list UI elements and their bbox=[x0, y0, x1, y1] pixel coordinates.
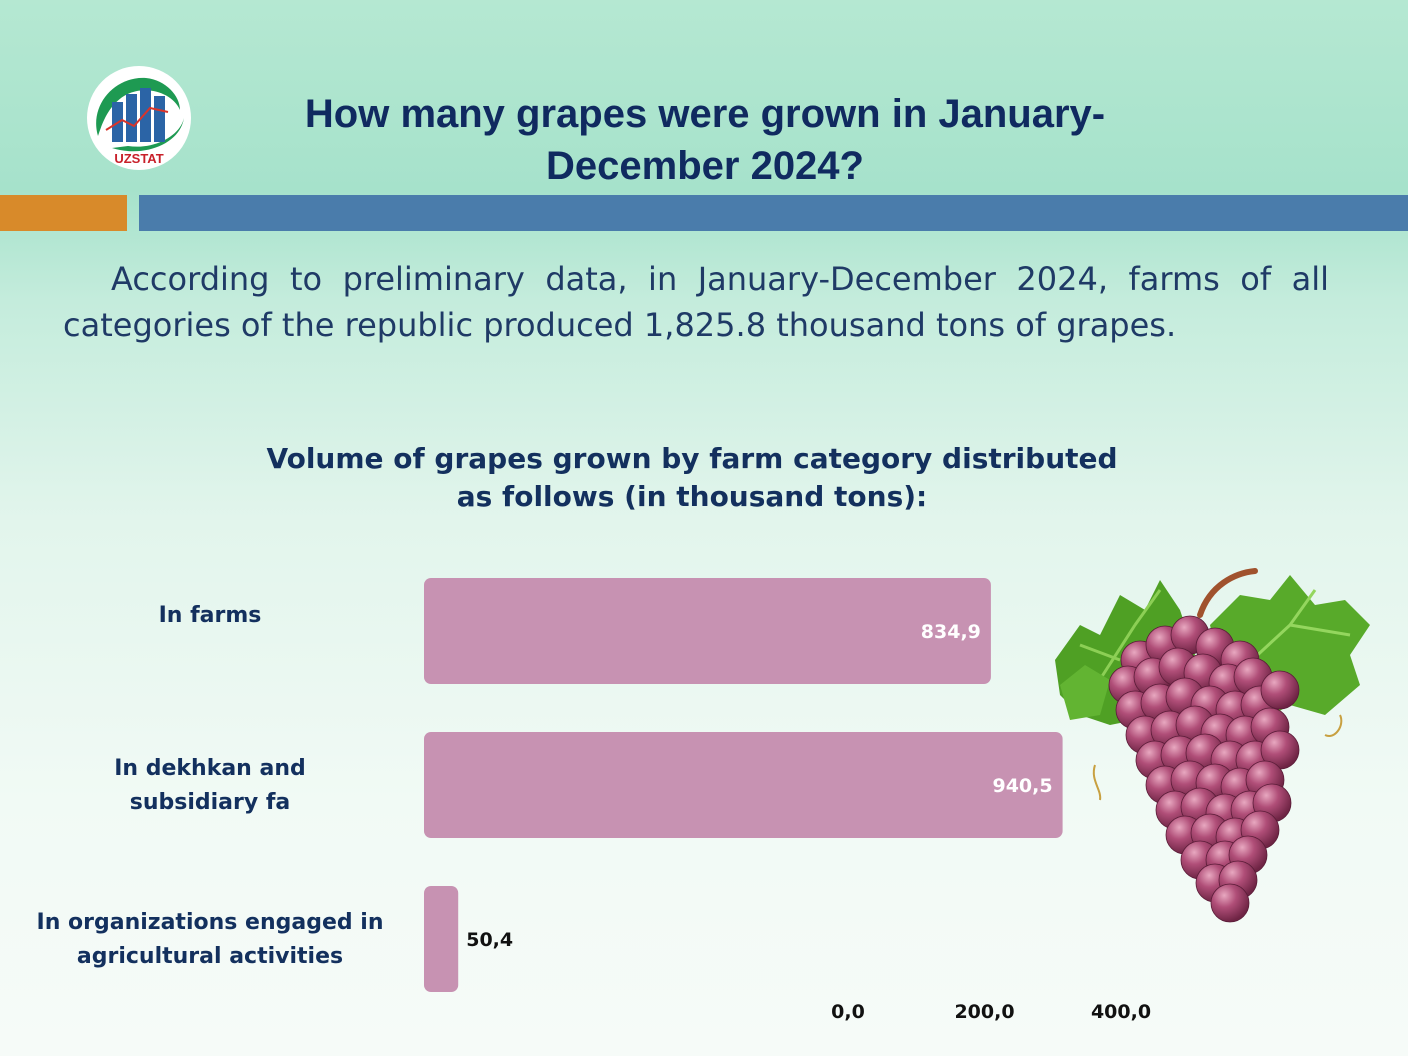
x-tick-label: 200,0 bbox=[954, 1001, 1014, 1023]
x-tick-label: 400,0 bbox=[1091, 1001, 1151, 1023]
grapes-picture bbox=[1055, 568, 1370, 923]
category-label: In organizations engaged in agricultural … bbox=[37, 910, 384, 969]
page-title: How many grapes were grown in January- D… bbox=[200, 88, 1210, 192]
category-label: In farms bbox=[159, 603, 262, 628]
logo-text: UZSTAT bbox=[114, 151, 163, 166]
category-label: In dekhkan and subsidiary fa bbox=[114, 756, 306, 815]
title-line-1: How many grapes were grown in January- bbox=[304, 92, 1106, 136]
bar bbox=[424, 578, 991, 684]
bar bbox=[424, 732, 1063, 838]
bar-chart: 834,9 In farms 940,5 In dekhkan and subsidia… bbox=[37, 578, 1151, 1023]
orange-band bbox=[0, 195, 127, 231]
title-line-2: December 2024? bbox=[546, 144, 864, 188]
uzstat-logo: UZSTAT bbox=[84, 66, 194, 170]
chart-title-line-1: Volume of grapes grown by farm category … bbox=[266, 442, 1118, 475]
x-tick-label: 0,0 bbox=[831, 1001, 865, 1023]
bar-value-label: 940,5 bbox=[992, 775, 1052, 797]
chart-title: Volume of grapes grown by farm category … bbox=[230, 440, 1154, 516]
bar bbox=[424, 886, 459, 992]
bar-value-label: 50,4 bbox=[466, 929, 513, 951]
blue-band bbox=[139, 195, 1408, 231]
intro-paragraph: According to preliminary data, in Januar… bbox=[63, 260, 1329, 344]
bar-value-label: 834,9 bbox=[921, 621, 981, 643]
chart-title-line-2: as follows (in thousand tons): bbox=[456, 480, 928, 513]
